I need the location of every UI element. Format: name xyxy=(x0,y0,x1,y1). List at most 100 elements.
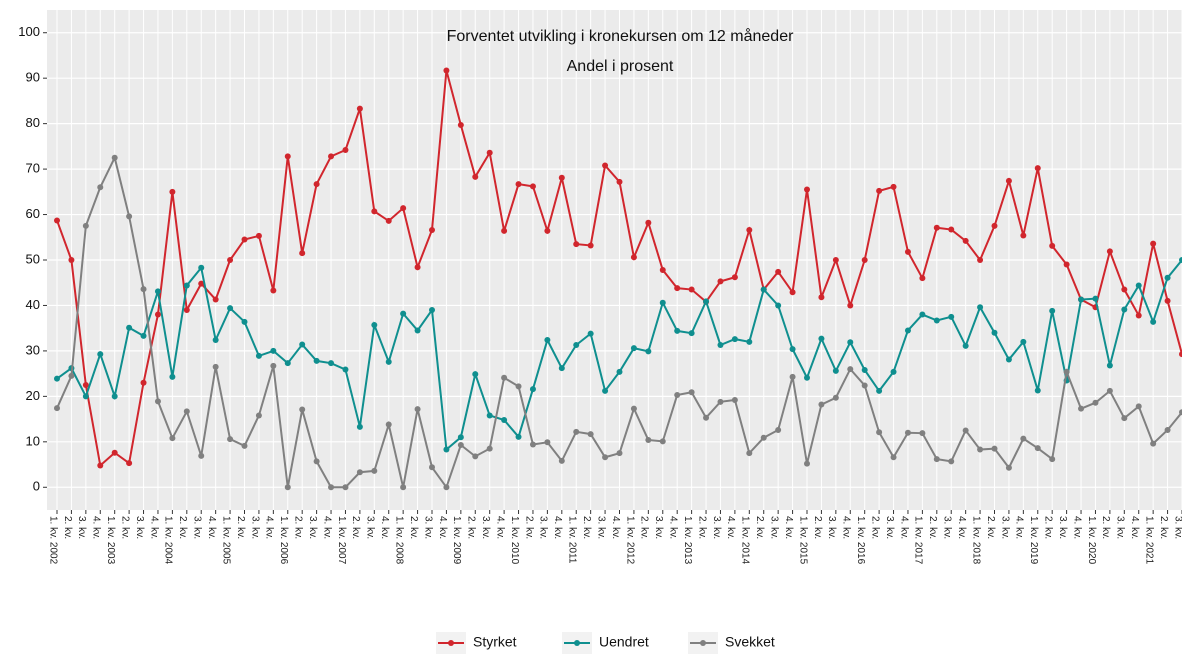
x-tick-label: 4. kv. xyxy=(668,516,679,539)
point xyxy=(717,342,724,348)
point xyxy=(385,421,392,428)
y-tick-label: 40 xyxy=(26,297,40,312)
marks xyxy=(54,67,1182,491)
point xyxy=(371,467,378,474)
point xyxy=(472,453,479,460)
point xyxy=(861,257,868,263)
point xyxy=(1020,435,1027,442)
point xyxy=(746,227,753,233)
x-tick-label: 1. kv. 2016 xyxy=(855,516,866,565)
x-tick-label: 4. kv. xyxy=(1071,516,1082,539)
point xyxy=(255,412,262,419)
point xyxy=(140,332,147,339)
point xyxy=(688,286,695,293)
point xyxy=(1020,338,1027,345)
x-tick-label: 4. kv. xyxy=(148,516,159,539)
point xyxy=(198,452,205,459)
legend-label: Uendret xyxy=(599,634,649,650)
point xyxy=(861,367,868,373)
point xyxy=(847,302,854,309)
point xyxy=(1005,177,1012,184)
point xyxy=(544,439,551,446)
point xyxy=(241,318,248,325)
point xyxy=(919,275,926,282)
point xyxy=(198,280,205,287)
point xyxy=(443,446,450,453)
point xyxy=(97,351,104,358)
point xyxy=(804,460,810,467)
x-tick-label: 1. kv. 2009 xyxy=(451,516,462,565)
point xyxy=(991,222,998,229)
point xyxy=(299,250,306,257)
x-tick-label: 2. kv. xyxy=(696,516,707,539)
x-tick-label: 1. kv. 2017 xyxy=(913,516,924,565)
point xyxy=(1164,274,1171,281)
x-tick-label: 3. kv. xyxy=(653,516,664,539)
y-tick-label: 50 xyxy=(26,251,40,266)
x-tick-label: 2. kv. xyxy=(754,516,765,539)
point xyxy=(270,347,277,354)
chart-subtitle: Andel i prosent xyxy=(567,58,674,75)
point xyxy=(616,178,623,185)
y-tick-label: 0 xyxy=(33,479,40,494)
x-tick-label: 2. kv. xyxy=(235,516,246,539)
point xyxy=(587,431,594,438)
point xyxy=(1005,356,1012,363)
point xyxy=(284,484,291,491)
point xyxy=(919,311,926,318)
point xyxy=(775,427,782,433)
x-tick-label: 4. kv. xyxy=(898,516,909,539)
point xyxy=(457,122,464,128)
point xyxy=(775,268,782,275)
point xyxy=(429,464,435,471)
point xyxy=(674,392,681,398)
point xyxy=(674,285,681,292)
point xyxy=(227,305,234,312)
point xyxy=(948,458,955,465)
point xyxy=(948,313,955,320)
point xyxy=(1049,456,1056,463)
point xyxy=(602,454,609,461)
x-tick-label: 3. kv. xyxy=(769,516,780,539)
point xyxy=(457,442,464,448)
point xyxy=(169,373,176,380)
point xyxy=(818,401,825,408)
point xyxy=(1063,368,1070,375)
point xyxy=(760,286,767,293)
point xyxy=(1092,399,1099,406)
point xyxy=(977,304,984,311)
point xyxy=(400,310,407,317)
x-tick-label: 3. kv. xyxy=(595,516,606,539)
x-tick-label: 2. kv. xyxy=(812,516,823,539)
point xyxy=(630,345,637,352)
x-tick-label: 3. kv. xyxy=(1115,516,1126,539)
point xyxy=(847,339,854,346)
point xyxy=(385,358,392,365)
point xyxy=(1034,387,1041,394)
point xyxy=(717,398,724,405)
point xyxy=(746,338,753,345)
point xyxy=(183,282,190,289)
point xyxy=(515,383,522,390)
legend-label: Styrket xyxy=(473,634,517,650)
point xyxy=(356,469,363,476)
point xyxy=(832,394,839,401)
x-tick-label: 1. kv. 2011 xyxy=(567,516,578,564)
y-tick-label: 10 xyxy=(26,433,40,448)
x-tick-label: 4. kv. xyxy=(494,516,505,539)
point xyxy=(544,337,551,343)
x-tick-label: 1. kv. 2010 xyxy=(509,516,520,565)
point xyxy=(948,226,955,233)
point xyxy=(54,217,60,224)
x-tick-label: 3. kv. xyxy=(249,516,260,539)
point xyxy=(804,374,810,381)
point xyxy=(659,438,666,445)
point xyxy=(1049,307,1056,314)
grid xyxy=(47,10,1182,510)
point xyxy=(645,437,652,443)
point xyxy=(630,254,637,261)
point xyxy=(688,389,695,396)
x-tick-label: 1. kv. 2003 xyxy=(105,516,116,565)
x-tick-label: 1. kv. 2007 xyxy=(336,516,347,565)
x-tick-label: 1. kv. 2014 xyxy=(740,516,751,565)
